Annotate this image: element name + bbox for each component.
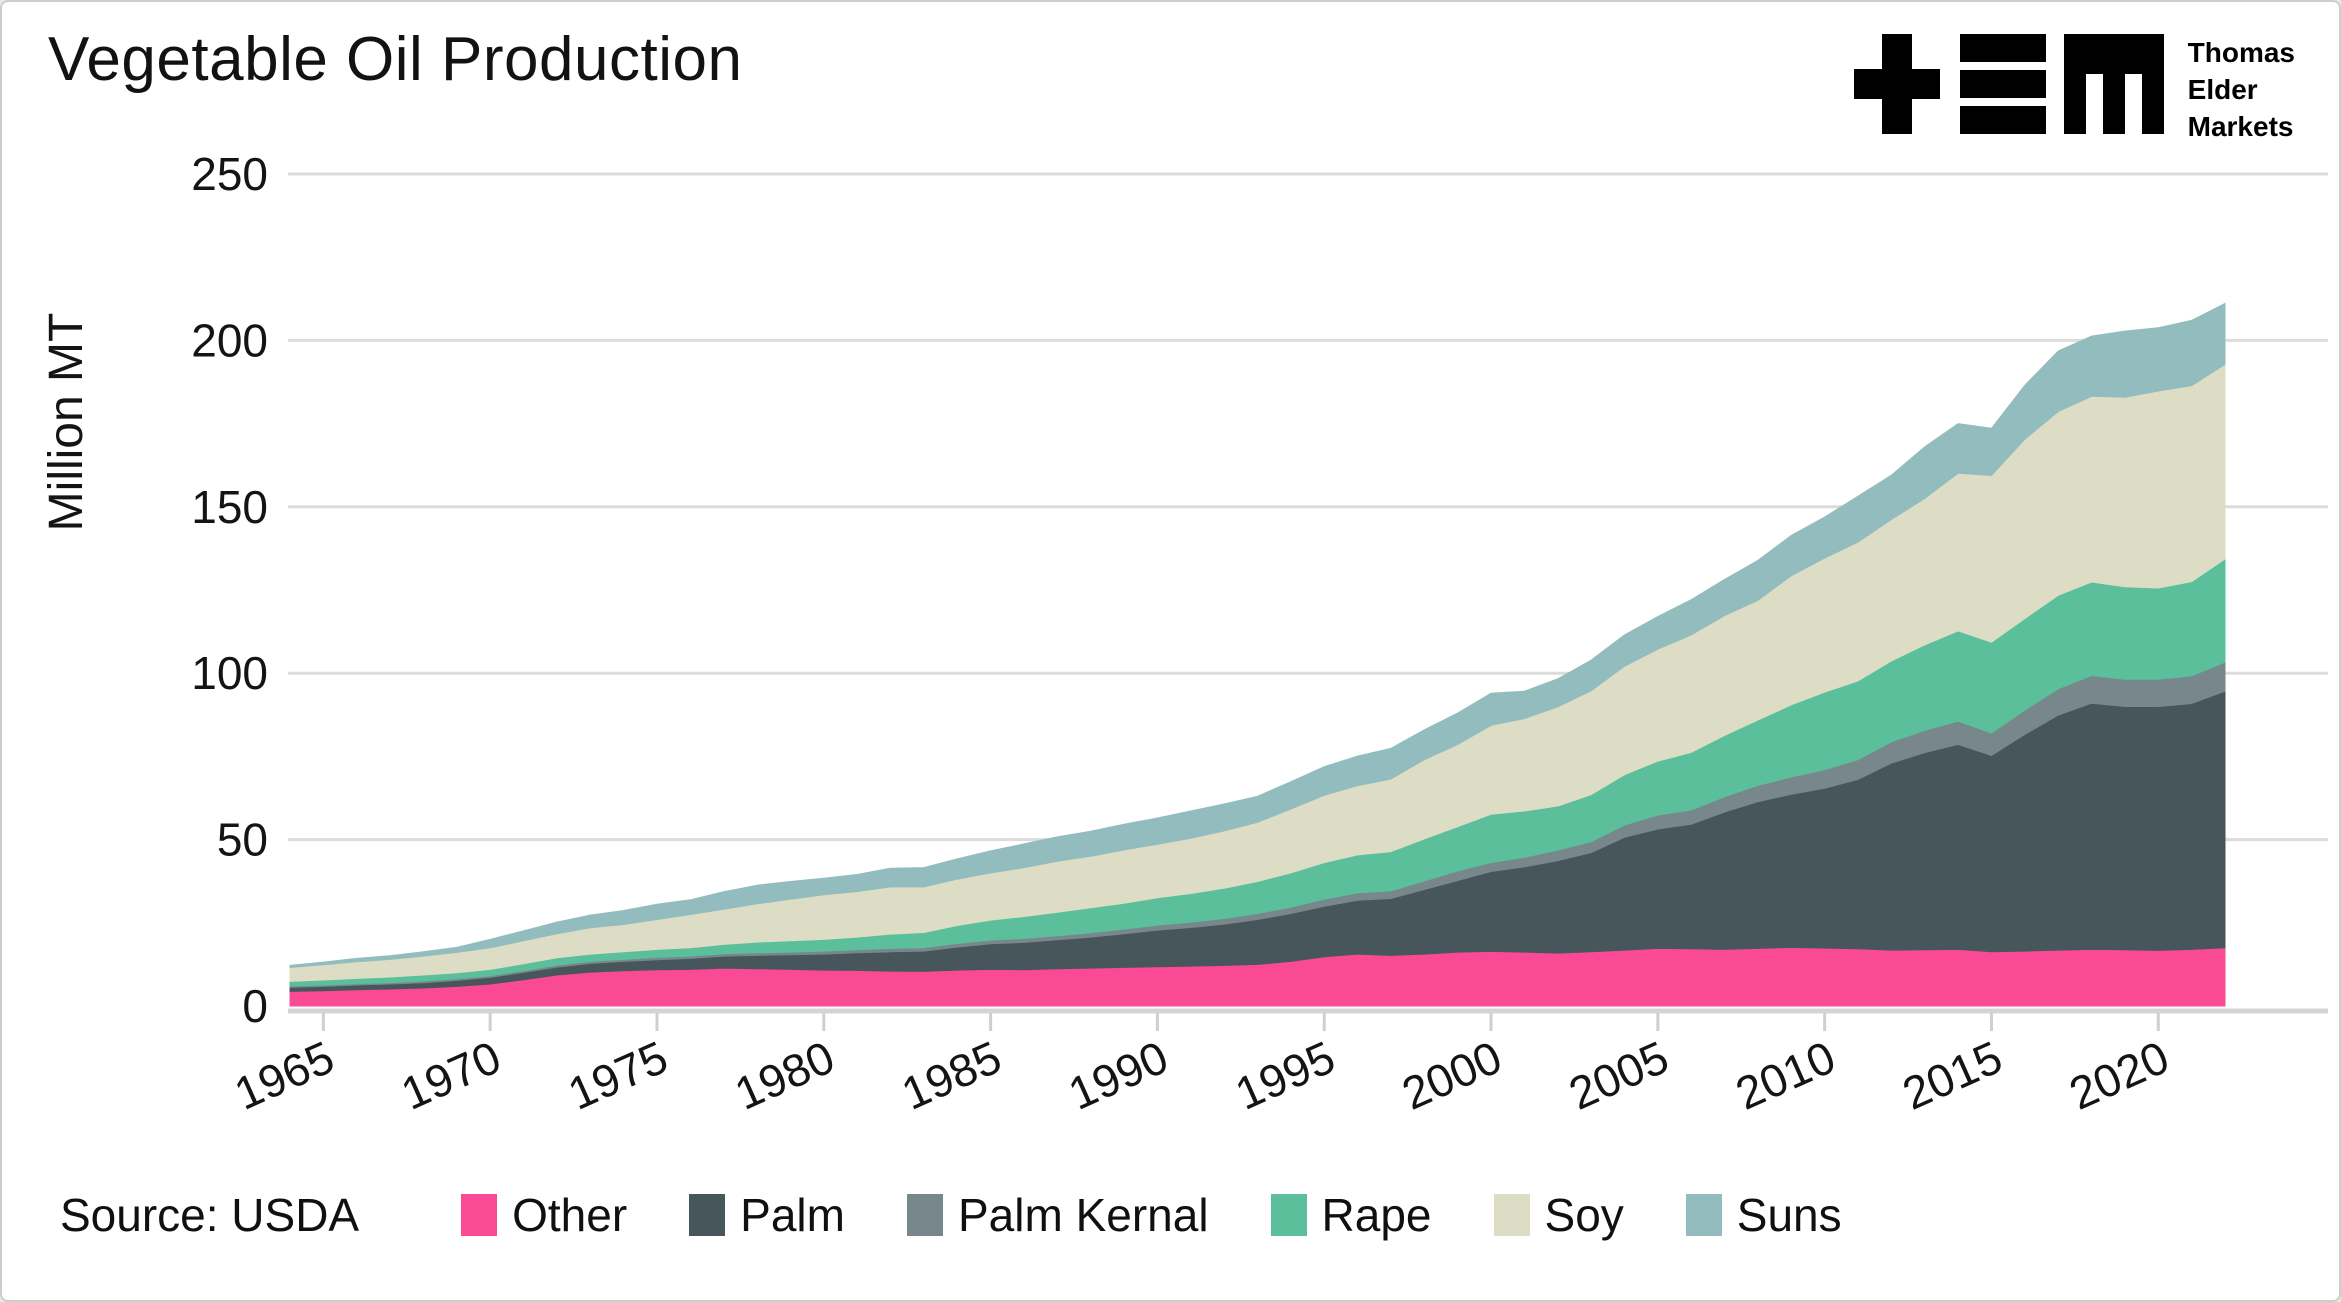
legend-item-other: Other xyxy=(461,1188,627,1242)
area-suns xyxy=(289,302,2226,968)
x-tick-label-1990: 1990 xyxy=(1061,1031,1176,1120)
legend-label-suns: Suns xyxy=(1736,1189,1842,1241)
x-tick-label-1970: 1970 xyxy=(394,1031,509,1120)
x-tick-label-2015: 2015 xyxy=(1895,1031,2010,1120)
brand-logo: Thomas Elder Markets xyxy=(1853,34,2295,145)
y-tick-label-200: 200 xyxy=(191,314,268,366)
legend-label-rape: Rape xyxy=(1321,1189,1432,1241)
tem-monogram-icon xyxy=(1853,34,2164,134)
source-label: Source: USDA xyxy=(60,1189,360,1241)
y-tick-label-0: 0 xyxy=(242,980,268,1032)
legend-item-rape: Rape xyxy=(1270,1188,1432,1242)
x-tick-label-1965: 1965 xyxy=(227,1031,342,1120)
legend-label-soy: Soy xyxy=(1544,1189,1624,1241)
legend: Source: USDA Other Palm Palm Kernal Rape Soy… xyxy=(60,1188,1842,1242)
x-tick-label-1985: 1985 xyxy=(894,1031,1009,1120)
y-tick-label-50: 50 xyxy=(217,814,268,866)
x-tick-label-2000: 2000 xyxy=(1394,1031,1509,1120)
x-tick-label-2005: 2005 xyxy=(1561,1031,1676,1120)
legend-label-other: Other xyxy=(512,1189,628,1241)
legend-label-palm-kernal: Palm Kernal xyxy=(957,1189,1209,1241)
page-title: Vegetable Oil Production xyxy=(48,25,743,94)
y-axis-title: Million MT xyxy=(40,313,93,532)
y-tick-label-150: 150 xyxy=(191,481,268,533)
x-tick-label-1995: 1995 xyxy=(1228,1031,1343,1120)
legend-swatch-suns xyxy=(1685,1194,1722,1236)
legend-item-soy: Soy xyxy=(1493,1188,1624,1242)
legend-swatch-other xyxy=(461,1194,498,1236)
legend-swatch-rape xyxy=(1270,1194,1307,1236)
legend-items: Other Palm Palm Kernal Rape Soy Suns xyxy=(461,1188,1842,1242)
legend-item-suns: Suns xyxy=(1685,1188,1842,1242)
legend-swatch-palm xyxy=(689,1194,726,1236)
legend-item-palm-kernal: Palm Kernal xyxy=(906,1188,1209,1242)
x-tick-label-2010: 2010 xyxy=(1728,1031,1843,1120)
legend-swatch-soy xyxy=(1493,1194,1530,1236)
brand-name: Thomas Elder Markets xyxy=(2187,37,2295,142)
legend-label-palm: Palm xyxy=(740,1189,845,1241)
y-tick-label-250: 250 xyxy=(191,148,268,200)
legend-item-palm: Palm xyxy=(689,1188,845,1242)
x-tick-label-1980: 1980 xyxy=(727,1031,842,1120)
y-tick-label-100: 100 xyxy=(191,647,268,699)
x-tick-label-2020: 2020 xyxy=(2062,1031,2177,1120)
legend-swatch-palm-kernal xyxy=(906,1194,943,1236)
x-tick-label-1975: 1975 xyxy=(560,1031,675,1120)
